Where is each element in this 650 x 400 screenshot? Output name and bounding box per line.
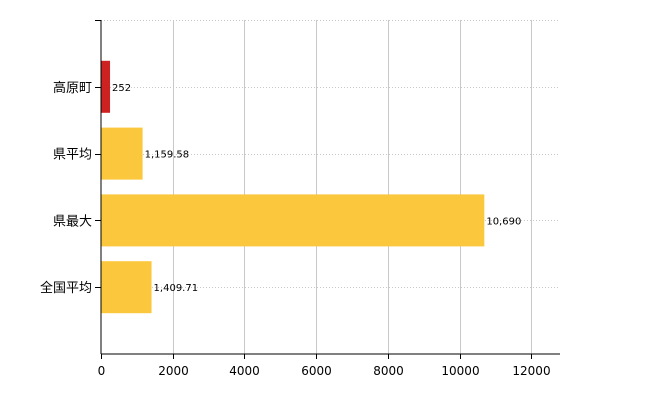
category-label: 県平均: [53, 148, 92, 163]
bar: [101, 127, 143, 180]
category-label: 県最大: [53, 214, 92, 229]
category-label: 全国平均: [40, 280, 92, 296]
bar: [101, 261, 152, 314]
labels: 0 2000 4000 6000 8000 10000 12000 高原町 252 県平均 1,15…: [40, 80, 551, 378]
x-tick-label: 6000: [301, 364, 332, 378]
bar: [101, 194, 485, 247]
data-label: 1,159.58: [145, 150, 190, 161]
bars: [101, 60, 485, 314]
axes: [95, 20, 560, 359]
bar: [101, 60, 111, 113]
grid-lines: [101, 20, 560, 354]
x-tick-label: 12000: [512, 364, 550, 378]
data-label: 252: [112, 83, 131, 94]
data-label: 10,690: [486, 216, 521, 227]
x-tick-label: 2000: [158, 364, 189, 378]
x-tick-label: 0: [98, 364, 106, 378]
x-tick-label: 10000: [441, 364, 479, 378]
x-tick-label: 8000: [373, 364, 404, 378]
category-label: 高原町: [53, 80, 92, 96]
x-tick-label: 4000: [229, 364, 260, 378]
data-label: 1,409.71: [154, 283, 199, 294]
